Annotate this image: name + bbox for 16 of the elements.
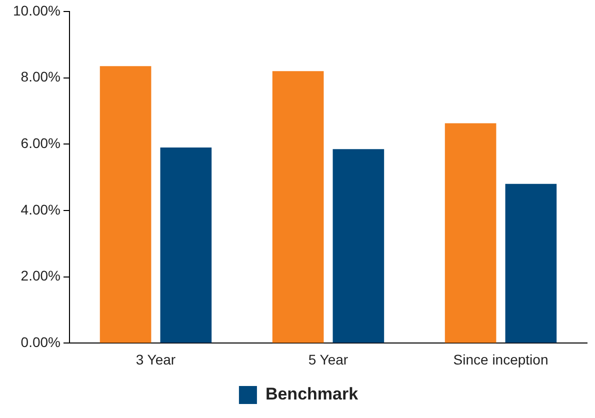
y-tick-label: 0.00% [20,334,60,350]
legend-label: Benchmark [265,384,359,404]
x-tick-label: 5 Year [308,351,348,368]
bar [444,123,496,343]
bar [332,149,384,343]
bar [100,66,152,343]
y-tick-label: 2.00% [20,268,60,284]
y-tick-label: 6.00% [20,134,60,151]
x-tick-label: Since inception [453,351,548,368]
bar [505,184,557,343]
y-tick-label: 4.00% [20,201,60,218]
bar [272,71,324,343]
bar [160,147,212,343]
y-tick-label: 10.00% [13,2,60,18]
x-tick-label: 3 Year [136,351,176,368]
y-tick-label: 8.00% [20,68,60,85]
